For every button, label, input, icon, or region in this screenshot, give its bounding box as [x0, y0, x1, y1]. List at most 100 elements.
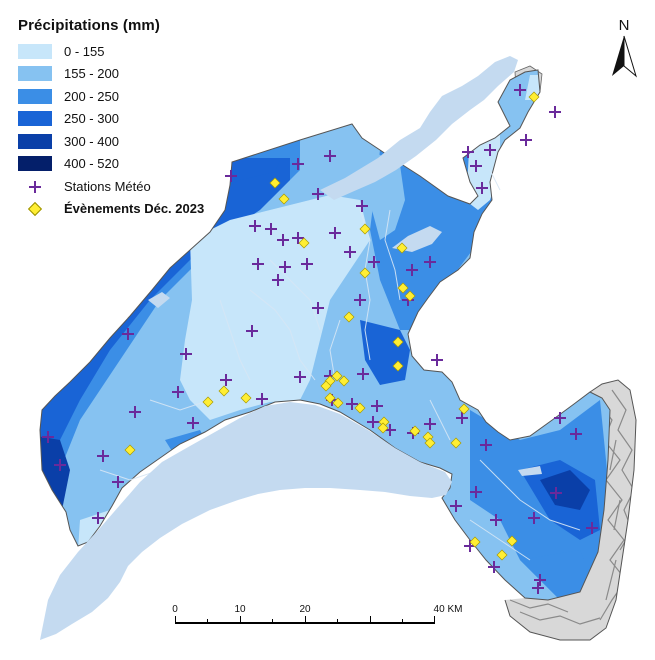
legend-class-label: 300 - 400 — [64, 133, 119, 149]
legend-row-stations: Stations Météo — [18, 175, 204, 198]
rivers — [99, 169, 581, 561]
event-marker — [377, 422, 389, 434]
station-marker — [42, 431, 54, 443]
legend-class-label: 400 - 520 — [64, 156, 119, 172]
scale-label-40: 40 KM — [433, 604, 463, 615]
event-marker — [338, 375, 350, 387]
station-marker — [488, 561, 500, 573]
station-marker — [470, 160, 482, 172]
legend-row-events: Évènements Déc. 2023 — [18, 198, 204, 221]
station-marker — [129, 406, 141, 418]
event-marker — [354, 402, 366, 414]
station-marker — [92, 512, 104, 524]
scale-bar: 0 10 20 40 KM — [160, 604, 462, 634]
station-marker — [532, 582, 544, 594]
station-marker — [367, 416, 379, 428]
station-marker — [172, 386, 184, 398]
station-marker — [344, 246, 356, 258]
north-arrow-icon: N — [612, 17, 637, 78]
station-marker — [424, 418, 436, 430]
station-marker — [249, 220, 261, 232]
december-2023-events — [124, 91, 540, 561]
lake-joux — [148, 292, 170, 308]
event-marker — [331, 370, 343, 382]
event-diamond-icon — [18, 201, 52, 216]
station-marker — [180, 348, 192, 360]
legend-class-row: 200 - 250 — [18, 85, 204, 108]
station-marker — [329, 227, 341, 239]
station-marker — [122, 328, 134, 340]
event-marker — [218, 385, 230, 397]
event-marker — [240, 392, 252, 404]
station-marker — [97, 450, 109, 462]
event-marker — [404, 290, 416, 302]
station-marker — [272, 274, 284, 286]
scale-label-10: 10 — [234, 604, 246, 615]
station-marker — [534, 574, 546, 586]
station-marker — [54, 459, 66, 471]
legend-swatch — [18, 156, 52, 172]
legend-class-row: 250 - 300 — [18, 108, 204, 131]
event-marker — [332, 397, 344, 409]
station-marker — [431, 354, 443, 366]
event-marker — [450, 437, 462, 449]
station-marker — [484, 144, 496, 156]
event-marker — [397, 282, 409, 294]
station-marker — [520, 134, 532, 146]
station-marker — [371, 400, 383, 412]
station-marker — [554, 412, 566, 424]
station-marker — [368, 256, 380, 268]
station-marker — [301, 258, 313, 270]
station-marker — [277, 234, 289, 246]
station-marker — [346, 398, 358, 410]
legend-class-row: 155 - 200 — [18, 63, 204, 86]
station-marker — [279, 261, 291, 273]
scale-label-20: 20 — [299, 604, 311, 615]
event-marker — [392, 336, 404, 348]
station-marker — [312, 302, 324, 314]
station-marker — [586, 522, 598, 534]
legend-swatch — [18, 66, 52, 82]
event-marker — [269, 177, 281, 189]
event-marker — [298, 237, 310, 249]
station-marker — [252, 258, 264, 270]
event-marker — [278, 193, 290, 205]
event-marker — [359, 267, 371, 279]
scale-label-0: 0 — [172, 604, 178, 615]
station-marker — [480, 439, 492, 451]
station-marker — [292, 232, 304, 244]
north-label: N — [619, 17, 630, 34]
station-marker — [450, 500, 462, 512]
station-marker — [456, 412, 468, 424]
station-plus-icon — [18, 179, 52, 194]
station-marker — [514, 84, 526, 96]
event-marker — [202, 396, 214, 408]
event-marker — [528, 91, 540, 103]
station-marker — [476, 182, 488, 194]
event-marker — [496, 549, 508, 561]
lake-small — [518, 466, 542, 476]
event-marker — [392, 360, 404, 372]
event-marker — [469, 536, 481, 548]
legend-class-row: 0 - 155 — [18, 40, 204, 63]
event-marker — [396, 242, 408, 254]
legend-events-label: Évènements Déc. 2023 — [64, 201, 205, 217]
event-marker — [320, 380, 332, 392]
legend-class-label: 250 - 300 — [64, 111, 119, 127]
legend-class-row: 300 - 400 — [18, 130, 204, 153]
legend-swatch — [18, 88, 52, 104]
station-marker — [256, 393, 268, 405]
station-marker — [294, 371, 306, 383]
legend-swatch — [18, 111, 52, 127]
station-marker — [406, 264, 418, 276]
station-marker — [462, 146, 474, 158]
station-marker — [312, 188, 324, 200]
legend-swatch — [18, 43, 52, 59]
event-marker — [424, 437, 436, 449]
station-marker — [550, 487, 562, 499]
station-marker — [187, 417, 199, 429]
station-marker — [470, 486, 482, 498]
station-marker — [324, 150, 336, 162]
event-marker — [343, 311, 355, 323]
event-marker — [124, 444, 136, 456]
